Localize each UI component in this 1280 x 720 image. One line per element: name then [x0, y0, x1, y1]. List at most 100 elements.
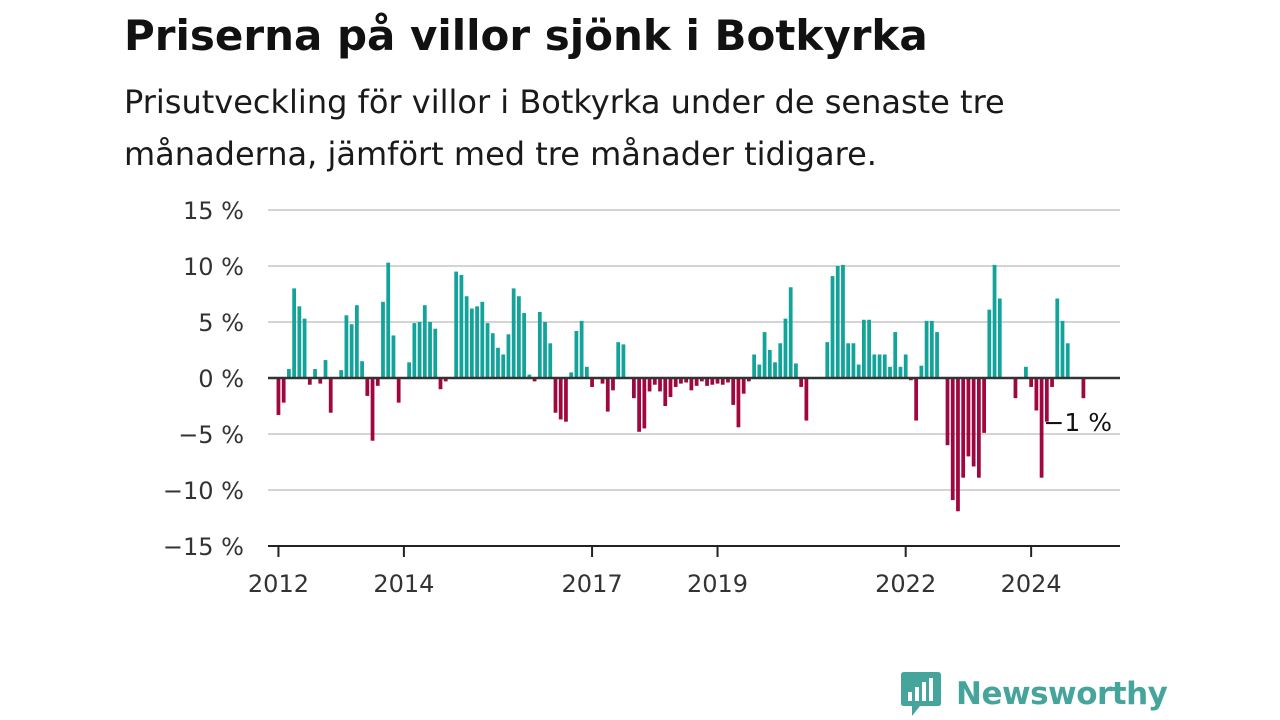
bar: [354, 305, 359, 378]
bar: [841, 264, 845, 378]
bar: [381, 301, 385, 378]
bar: [433, 328, 438, 378]
bar: [710, 378, 715, 385]
bars: [276, 262, 1086, 512]
bar: [297, 306, 302, 378]
bar: [757, 364, 762, 378]
bar: [386, 262, 391, 378]
gridlines: [268, 209, 1120, 491]
bar-chart-logo-icon: [901, 672, 941, 716]
bar: [736, 378, 741, 428]
bar: [872, 354, 877, 378]
bar: [339, 370, 344, 378]
bar: [511, 288, 516, 378]
bar-chart: 15 %10 %5 %0 %−5 %−10 %−15 % 2012 2014 201…: [163, 197, 1120, 598]
bar: [318, 378, 323, 384]
bar: [950, 378, 955, 501]
bar: [830, 276, 835, 378]
bar: [464, 296, 469, 378]
newsworthy-logo: Newsworthy: [900, 670, 1168, 718]
bar: [851, 343, 856, 378]
x-tick-label: 2022: [875, 570, 936, 598]
bar: [590, 378, 594, 387]
bar: [480, 301, 485, 378]
bar: [882, 354, 887, 378]
bar: [668, 378, 673, 398]
bar: [548, 343, 553, 378]
bar: [475, 306, 479, 378]
y-tick-label: −15 %: [163, 533, 244, 561]
bar: [788, 287, 793, 378]
x-tick-label: 2019: [687, 570, 748, 598]
bar: [506, 334, 511, 378]
bar: [846, 343, 851, 378]
bar: [1034, 378, 1039, 411]
bar: [496, 347, 500, 378]
bar: [956, 378, 960, 512]
x-tick-label: 2024: [1001, 570, 1062, 598]
bar: [992, 264, 997, 378]
bar: [501, 354, 506, 378]
bar: [689, 378, 694, 391]
bar: [370, 378, 375, 441]
bar: [825, 342, 830, 378]
bar: [715, 378, 720, 384]
bar: [647, 378, 652, 392]
x-axis-ticks: 2012 2014 2017 2019 2022 2024: [248, 546, 1062, 598]
bar: [684, 378, 689, 383]
bar: [611, 378, 615, 391]
bar: [349, 324, 354, 378]
bar: [705, 378, 709, 386]
bar: [621, 344, 626, 378]
bar: [794, 363, 798, 378]
bar: [276, 378, 281, 415]
bar: [365, 378, 370, 396]
bar: [762, 332, 767, 378]
bar: [360, 361, 364, 378]
y-tick-label: 5 %: [198, 309, 244, 337]
bar: [1024, 366, 1028, 378]
annotations: −1 %: [1043, 408, 1112, 437]
bar: [914, 378, 919, 421]
bar: [663, 378, 668, 406]
bar: [302, 318, 307, 378]
bar: [971, 378, 976, 467]
bar: [600, 378, 605, 384]
bar: [741, 378, 746, 394]
x-tick-label: 2017: [562, 570, 623, 598]
bar: [532, 378, 537, 382]
bar: [454, 271, 459, 378]
bar: [856, 364, 861, 378]
bar: [517, 296, 521, 378]
latest-value-label: −1 %: [1043, 408, 1112, 437]
x-tick-label: 2012: [248, 570, 309, 598]
bar: [966, 378, 971, 457]
bar: [537, 311, 542, 378]
bar: [459, 274, 464, 378]
bar: [522, 313, 527, 378]
bar: [1050, 378, 1054, 387]
bar: [292, 288, 297, 378]
bar: [867, 319, 871, 378]
bar: [987, 309, 992, 378]
bar: [835, 266, 840, 378]
brand-name: Newsworthy: [956, 676, 1168, 712]
bar: [281, 378, 286, 403]
bar: [720, 378, 725, 385]
bar: [924, 320, 929, 378]
y-tick-label: 15 %: [183, 197, 244, 225]
bar: [893, 332, 898, 378]
bar: [412, 323, 417, 378]
bar: [799, 378, 804, 387]
bar: [407, 362, 412, 378]
bar: [877, 354, 882, 378]
bar: [344, 315, 349, 378]
bar: [929, 320, 934, 378]
bar: [422, 305, 427, 378]
y-tick-label: 0 %: [198, 365, 244, 393]
y-tick-label: −5 %: [178, 421, 244, 449]
bar: [616, 342, 621, 378]
bar: [323, 360, 328, 378]
bar: [605, 378, 610, 412]
bar: [375, 378, 380, 386]
